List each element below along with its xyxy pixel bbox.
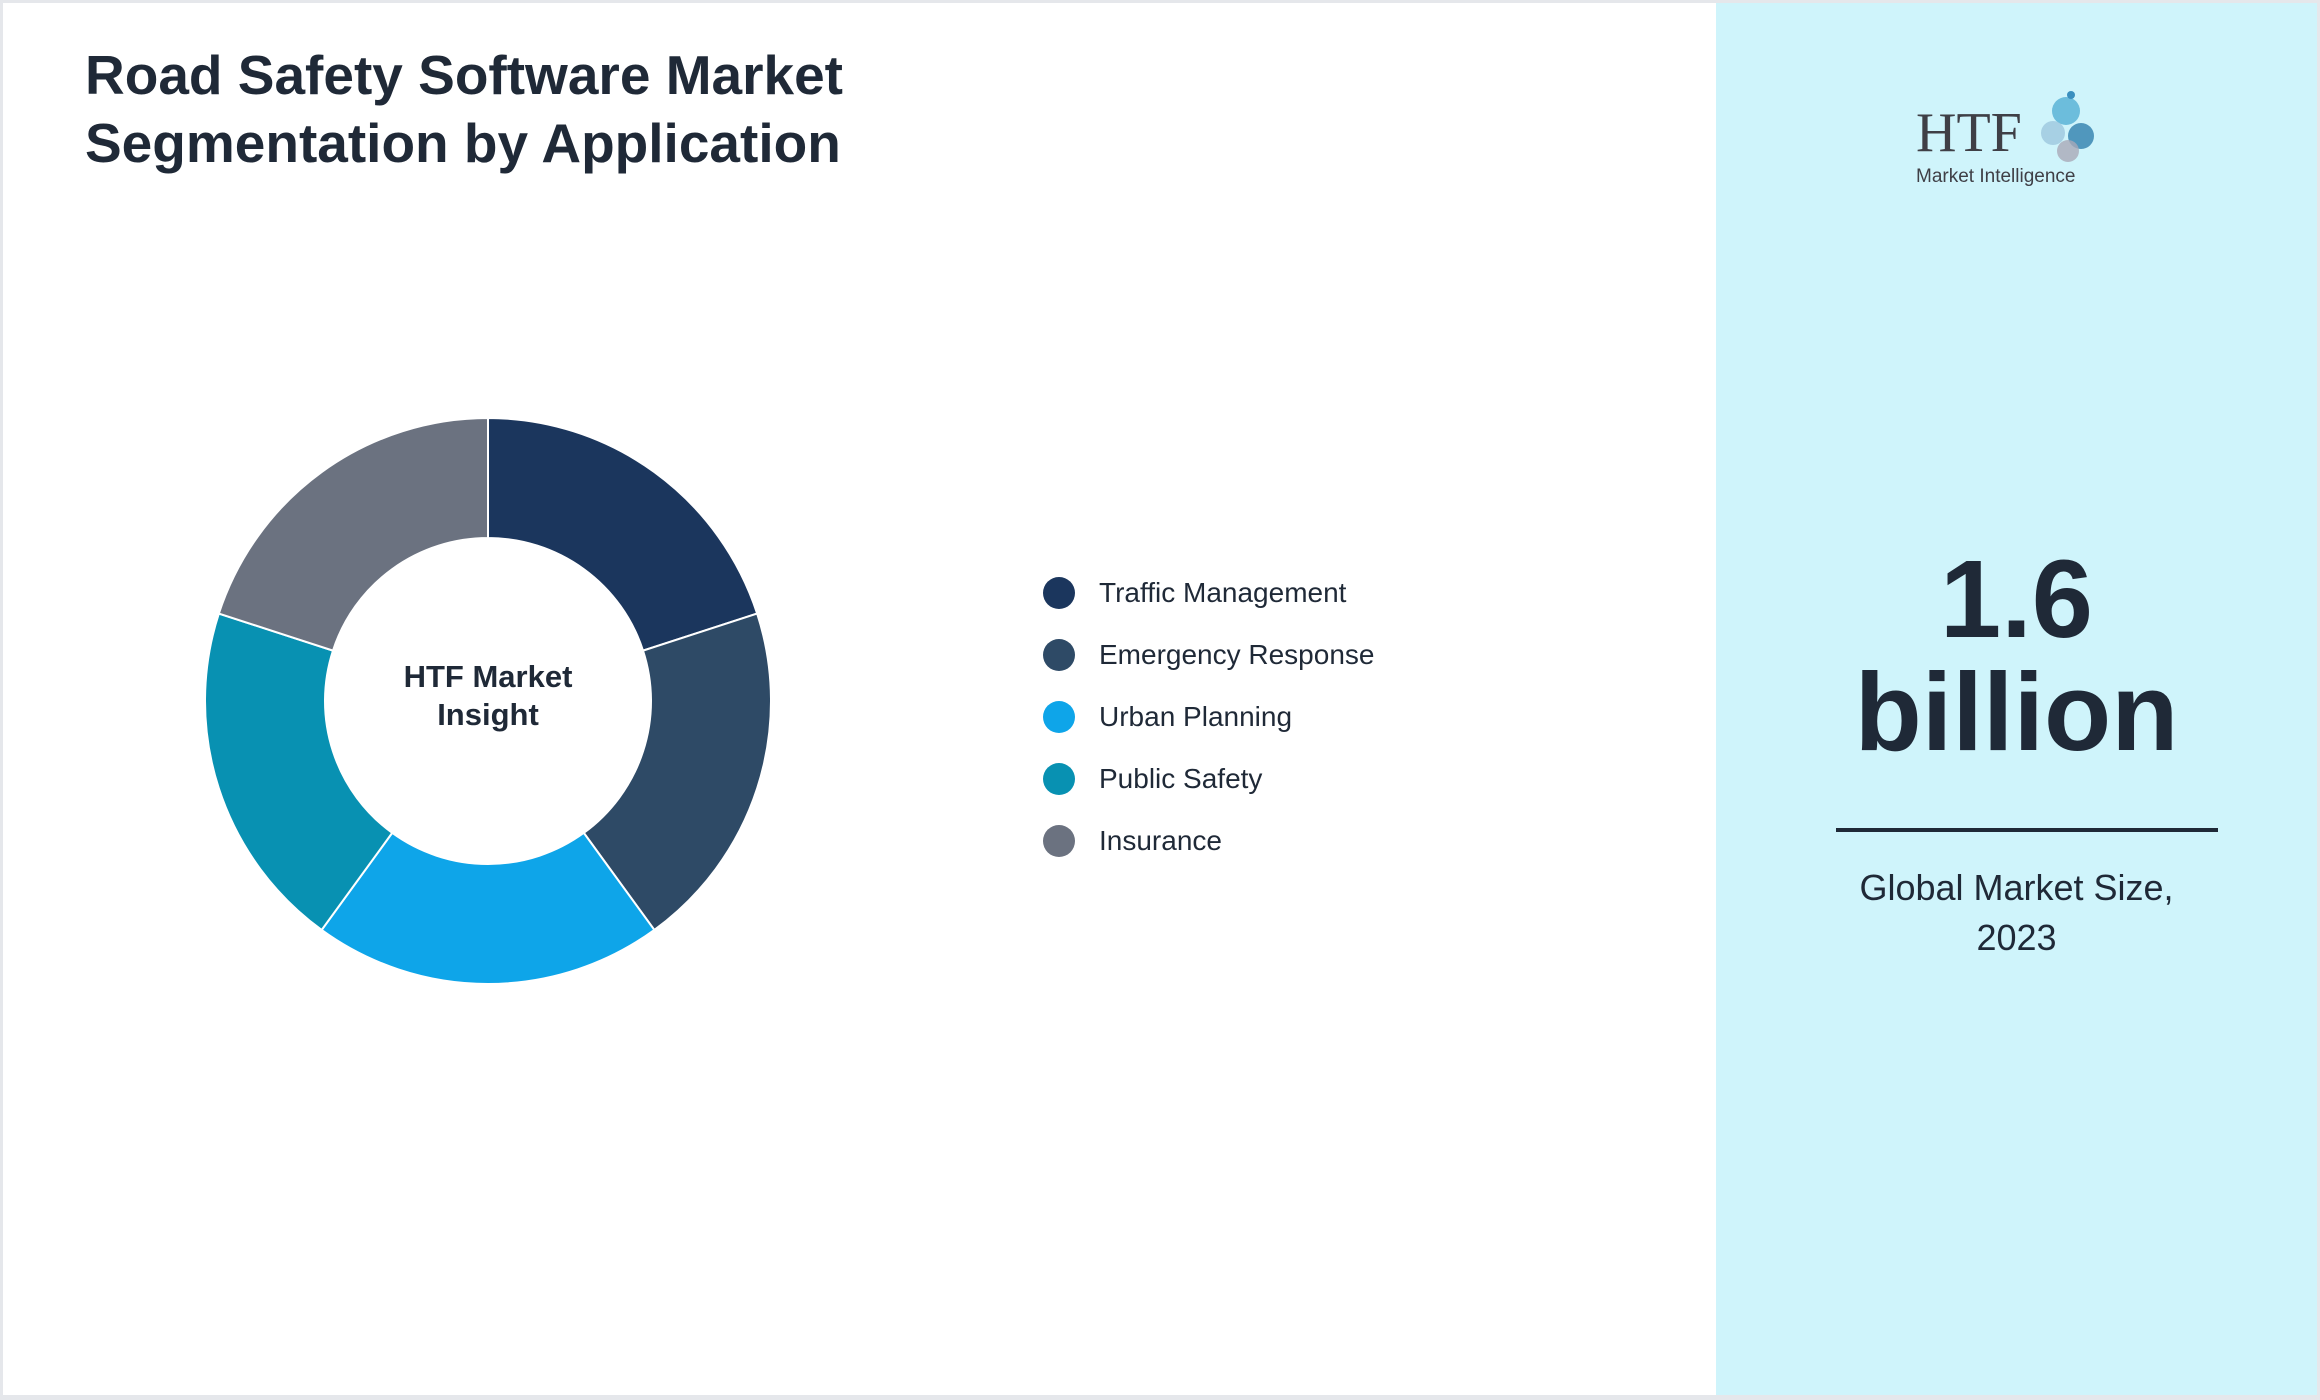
chart-legend: Traffic Management Emergency Response Ur… <box>1043 562 1374 872</box>
legend-item: Public Safety <box>1043 748 1374 810</box>
legend-item: Urban Planning <box>1043 686 1374 748</box>
donut-center-label: HTF Market Insight <box>333 658 643 734</box>
legend-item: Emergency Response <box>1043 624 1374 686</box>
title-line-2: Segmentation by Application <box>85 112 841 174</box>
logo-mark-icon <box>2041 91 2094 162</box>
donut-slice-urban-planning <box>320 831 656 985</box>
page-title: Road Safety Software Market Segmentation… <box>85 41 1085 177</box>
legend-swatch <box>1043 701 1075 733</box>
legend-label: Insurance <box>1099 825 1222 856</box>
htf-logo: HTF Market Intelligence <box>1916 91 2094 187</box>
value-unit: billion <box>1854 651 2179 774</box>
legend-label: Urban Planning <box>1099 701 1293 732</box>
donut-slice-insurance <box>217 416 489 652</box>
donut-chart <box>204 416 772 985</box>
legend-item: Traffic Management <box>1043 562 1374 624</box>
center-label-line-1: HTF Market <box>403 659 573 694</box>
donut-slice-public-safety <box>204 612 394 932</box>
value-number: 1.6 <box>1940 538 2093 661</box>
title-line-1: Road Safety Software Market <box>85 44 843 106</box>
legend-label: Public Safety <box>1099 763 1263 794</box>
legend-swatch <box>1043 577 1075 609</box>
center-label-line-2: Insight <box>437 697 539 732</box>
market-size-value: 1.6 billion <box>1716 543 2317 769</box>
chart-panel: Road Safety Software Market Segmentation… <box>3 3 1716 1395</box>
divider <box>1836 828 2218 832</box>
donut-slice-emergency-response <box>582 612 772 932</box>
legend-label: Traffic Management <box>1099 577 1347 608</box>
caption-line-2: 2023 <box>1976 917 2057 958</box>
logo-text: HTF <box>1916 102 2022 164</box>
legend-swatch <box>1043 825 1075 857</box>
infographic-frame: Road Safety Software Market Segmentation… <box>3 3 2317 1395</box>
caption-line-1: Global Market Size, <box>1859 867 2174 908</box>
donut-slice-traffic-management <box>487 416 759 652</box>
legend-swatch <box>1043 763 1075 795</box>
legend-item: Insurance <box>1043 810 1374 872</box>
legend-swatch <box>1043 639 1075 671</box>
legend-label: Emergency Response <box>1099 639 1375 670</box>
market-size-panel: HTF Market Intelligence 1.6 billion Glob… <box>1716 3 2317 1395</box>
market-size-caption: Global Market Size, 2023 <box>1716 863 2317 963</box>
logo-subtext: Market Intelligence <box>1916 166 2075 187</box>
